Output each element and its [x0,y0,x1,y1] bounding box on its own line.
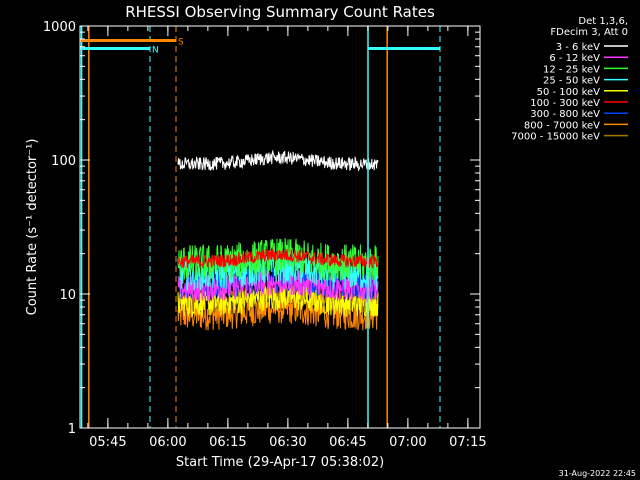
x-tick-label: 07:00 [389,435,426,450]
legend-header: Det 1,3,6, [578,16,628,27]
legend-label: 300 - 800 keV [530,109,600,120]
plot-frame [79,25,481,429]
axes: 1 10 100 1000 05:45 06:00 06:15 06:30 06:45 07:00… [43,20,487,450]
x-tick-label: 06:45 [329,435,366,450]
legend-label: 100 - 300 keV [530,98,600,109]
y-tick-label: 1 [68,422,76,437]
y-tick-label: 10 [59,288,76,303]
plot-area: SN [80,26,441,428]
series-line-100-300-kev [177,248,379,269]
x-tick-label: 07:15 [449,435,486,450]
x-tick-label: 06:30 [269,435,306,450]
series-line-12-25-kev [177,238,379,282]
series-line-50-100-kev [177,282,379,318]
legend-label: 800 - 7000 keV [524,120,600,131]
legend-label: 12 - 25 keV [543,64,600,75]
legend-label: 50 - 100 keV [537,87,601,98]
chart-title: RHESSI Observing Summary Count Rates [125,3,435,21]
legend-label: 3 - 6 keV [556,42,600,53]
legend-label: 6 - 12 keV [549,53,600,64]
flag-label: N [152,45,159,55]
series-line-3-6-kev [177,149,379,172]
x-axis-label: Start Time (29-Apr-17 05:38:02) [176,455,384,470]
y-axis-label: Count Rate (s⁻¹ detector⁻¹) [25,139,40,316]
legend-label: 7000 - 15000 keV [511,132,600,143]
x-tick-label: 05:45 [89,435,126,450]
x-tick-label: 06:15 [209,435,246,450]
footer-timestamp: 31-Aug-2022 22:45 [559,469,636,478]
y-tick-label: 1000 [43,20,76,35]
x-tick-label: 06:00 [149,435,186,450]
flag-label: S [178,37,184,47]
legend-header: FDecim 3, Att 0 [550,27,628,38]
legend-label: 25 - 50 keV [543,76,600,87]
y-tick-label: 100 [51,154,76,169]
